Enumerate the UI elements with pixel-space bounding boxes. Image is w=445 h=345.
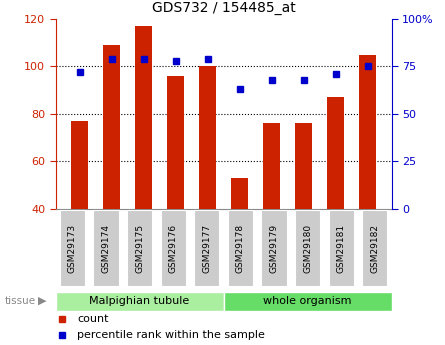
Bar [224,292,392,310]
FancyBboxPatch shape [261,210,287,286]
Text: GSM29182: GSM29182 [370,224,379,273]
Text: GSM29176: GSM29176 [169,224,178,273]
Text: GSM29174: GSM29174 [101,224,110,273]
FancyBboxPatch shape [161,210,186,286]
FancyBboxPatch shape [328,210,354,286]
FancyBboxPatch shape [194,210,219,286]
Text: GSM29181: GSM29181 [337,224,346,273]
Text: GSM29178: GSM29178 [236,224,245,273]
FancyBboxPatch shape [295,210,320,286]
Bar [231,178,248,209]
Bar [56,292,224,310]
Text: GSM29177: GSM29177 [202,224,211,273]
Bar [295,124,312,209]
Text: GSM29179: GSM29179 [270,224,279,273]
Bar [103,45,121,209]
Text: percentile rank within the sample: percentile rank within the sample [77,330,265,340]
FancyBboxPatch shape [127,210,152,286]
Text: GSM29173: GSM29173 [68,224,77,273]
Bar [359,55,376,209]
Text: GSM29180: GSM29180 [303,224,312,273]
Bar [199,66,216,209]
Text: count: count [77,314,109,324]
FancyBboxPatch shape [228,210,253,286]
Bar [263,124,280,209]
Text: whole organism: whole organism [263,296,352,306]
Bar [71,121,89,209]
Text: GSM29175: GSM29175 [135,224,144,273]
Bar [135,26,153,209]
Title: GDS732 / 154485_at: GDS732 / 154485_at [152,1,295,15]
FancyBboxPatch shape [93,210,119,286]
Bar [167,76,184,209]
Text: Malpighian tubule: Malpighian tubule [89,296,190,306]
Bar [327,97,344,209]
Text: tissue: tissue [4,296,36,306]
FancyBboxPatch shape [362,210,388,286]
FancyBboxPatch shape [60,210,85,286]
Text: ▶: ▶ [38,296,46,306]
